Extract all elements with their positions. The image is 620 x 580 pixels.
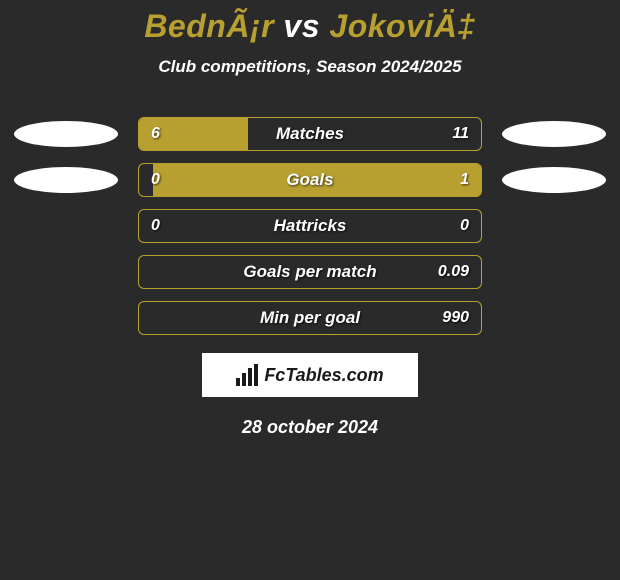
stat-label: Hattricks [139, 216, 481, 236]
stat-row: 0Goals1 [0, 163, 620, 197]
player2-name: JokoviÄ‡ [329, 8, 475, 44]
stat-row: 0Hattricks0 [0, 209, 620, 243]
date-text: 28 october 2024 [0, 417, 620, 438]
right-value: 1 [460, 171, 469, 189]
subtitle: Club competitions, Season 2024/2025 [0, 57, 620, 77]
bar-chart-icon [236, 364, 258, 386]
stat-bar: 0Hattricks0 [138, 209, 482, 243]
right-value: 0 [460, 217, 469, 235]
right-value: 0.09 [438, 263, 469, 281]
right-value: 11 [452, 125, 469, 143]
stat-row: Goals per match0.09 [0, 255, 620, 289]
brand-box: FcTables.com [202, 353, 418, 397]
stat-row: 6Matches11 [0, 117, 620, 151]
right-ellipse [502, 167, 606, 193]
comparison-card: BednÃ¡r vs JokoviÄ‡ Club competitions, S… [0, 0, 620, 438]
stat-bar: Goals per match0.09 [138, 255, 482, 289]
right-ellipse [502, 121, 606, 147]
stat-label: Goals [139, 170, 481, 190]
stat-row: Min per goal990 [0, 301, 620, 335]
left-ellipse [14, 167, 118, 193]
brand-text: FcTables.com [264, 365, 383, 386]
comparison-rows: 6Matches110Goals10Hattricks0Goals per ma… [0, 117, 620, 335]
left-ellipse [14, 121, 118, 147]
stat-bar: Min per goal990 [138, 301, 482, 335]
stat-bar: 6Matches11 [138, 117, 482, 151]
page-title: BednÃ¡r vs JokoviÄ‡ [0, 8, 620, 45]
stat-bar: 0Goals1 [138, 163, 482, 197]
stat-label: Min per goal [139, 308, 481, 328]
player1-name: BednÃ¡r [144, 8, 274, 44]
vs-text: vs [283, 8, 320, 44]
stat-label: Matches [139, 124, 481, 144]
stat-label: Goals per match [139, 262, 481, 282]
right-value: 990 [442, 309, 469, 327]
